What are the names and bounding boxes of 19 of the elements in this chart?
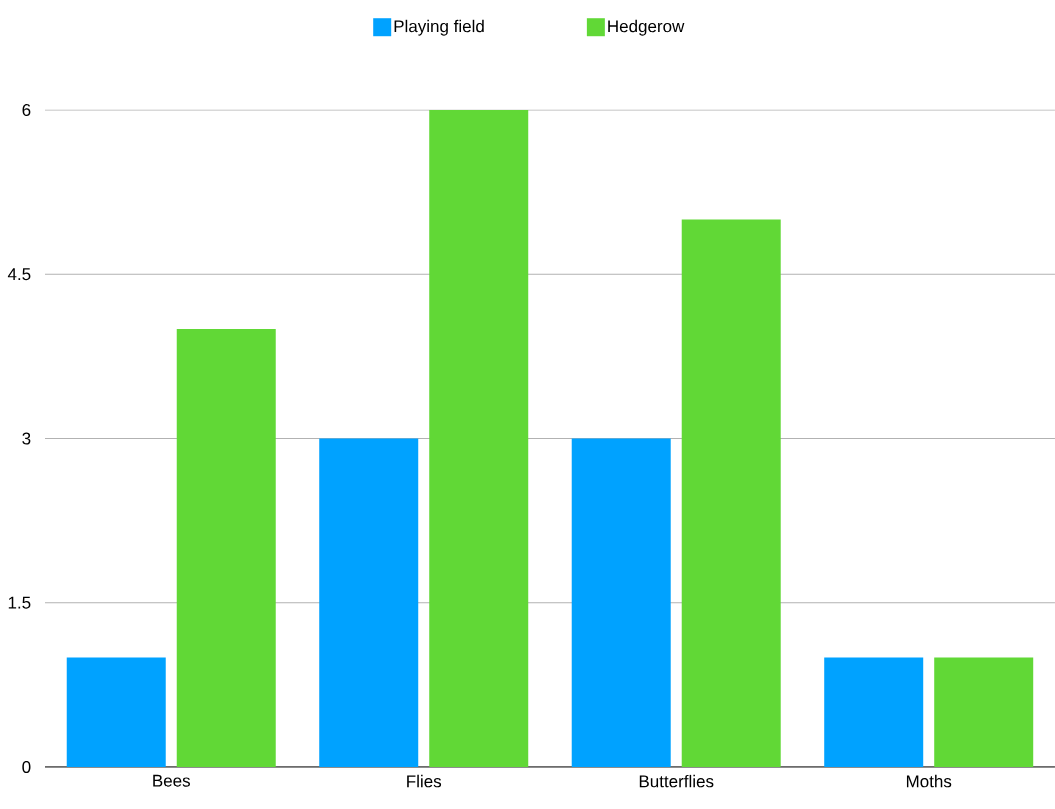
x-tick-label: Flies: [407, 774, 442, 788]
x-tick-label: Moths: [906, 774, 952, 788]
bar: [66, 657, 166, 767]
bar: [319, 438, 419, 767]
x-tick-label: Butterflies: [639, 774, 714, 788]
legend-label: Playing field: [394, 19, 484, 36]
y-tick-label: 1.5: [8, 596, 31, 609]
y-tick-label: 4.5: [7, 268, 31, 281]
bar: [571, 438, 671, 767]
y-tick-label: 0: [22, 760, 31, 774]
bar: [824, 657, 924, 767]
y-tick-label: 6: [22, 103, 31, 117]
bar: [934, 657, 1034, 767]
legend-label: Hedgerow: [608, 19, 685, 36]
y-tick-label: 3: [22, 432, 31, 445]
bar: [176, 329, 276, 767]
bar: [429, 110, 529, 767]
x-tick-label: Bees: [153, 774, 190, 787]
bar: [681, 219, 781, 767]
